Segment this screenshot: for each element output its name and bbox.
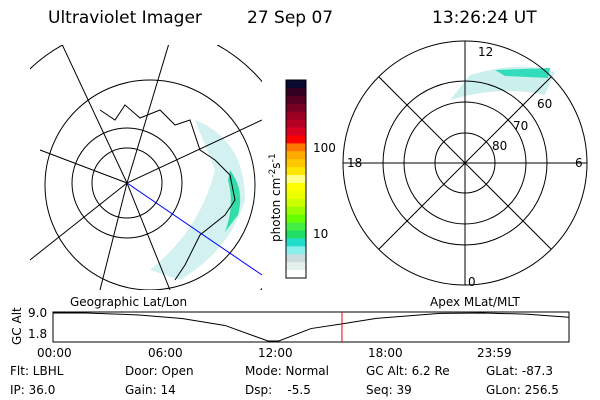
colorbar-swatch bbox=[286, 246, 306, 255]
colorbar-swatch bbox=[286, 111, 306, 121]
colorbar-swatch bbox=[286, 159, 306, 168]
colorbar-swatch bbox=[286, 230, 306, 239]
colorbar-unit: photon cm bbox=[269, 177, 283, 242]
ytick-min: 1.8 bbox=[28, 327, 48, 341]
aurora-oval-geo bbox=[150, 120, 245, 280]
mlt-6: 6 bbox=[575, 156, 583, 170]
status-door: Door: Open bbox=[125, 364, 194, 378]
status-seq: Seq: 39 bbox=[366, 383, 412, 397]
lat-60: 60 bbox=[537, 97, 553, 111]
instrument-title: Ultraviolet Imager bbox=[48, 8, 202, 28]
xtick: 18:00 bbox=[368, 346, 403, 360]
colorbar-swatch bbox=[286, 95, 306, 105]
colorbar-swatch bbox=[286, 262, 306, 271]
mlt-12: 12 bbox=[478, 45, 494, 59]
colorbar-swatch bbox=[286, 167, 306, 176]
colorbar-swatch bbox=[286, 143, 306, 152]
geographic-map bbox=[30, 45, 262, 290]
status-mode: Mode: Normal bbox=[245, 364, 329, 378]
y-axis-label: GC Alt bbox=[10, 307, 24, 345]
colorbar-swatch bbox=[286, 190, 306, 200]
colorbar-swatch bbox=[286, 214, 306, 224]
status-gain: Gain: 14 bbox=[125, 383, 176, 397]
date-label: 27 Sep 07 bbox=[247, 8, 334, 28]
xtick: 06:00 bbox=[148, 346, 183, 360]
ytick-max: 9.0 bbox=[28, 306, 48, 320]
colorbar-swatch bbox=[286, 127, 306, 136]
colorbar-exp1: -2 bbox=[268, 168, 278, 178]
colorbar-swatch bbox=[286, 80, 306, 89]
altitude-line bbox=[53, 312, 570, 342]
status-ip: IP: 36.0 bbox=[10, 383, 56, 397]
colorbar bbox=[285, 79, 307, 279]
colorbar-tick-10: 10 bbox=[313, 227, 329, 241]
colorbar-unit2: s bbox=[269, 162, 283, 169]
colorbar-swatch bbox=[286, 103, 306, 113]
lat-70: 70 bbox=[513, 119, 529, 133]
polar-plot bbox=[342, 40, 588, 286]
colorbar-swatch bbox=[286, 254, 306, 263]
colorbar-swatch bbox=[286, 135, 306, 144]
colorbar-swatch bbox=[286, 222, 306, 231]
colorbar-label: photon cm-2s-1 bbox=[268, 153, 283, 242]
xtick: 00:00 bbox=[37, 346, 72, 360]
xtick: 12:00 bbox=[258, 346, 293, 360]
colorbar-swatch bbox=[286, 270, 306, 279]
colorbar-swatch bbox=[286, 87, 306, 97]
status-glat: GLat: -87.3 bbox=[486, 364, 553, 378]
apex-label: Apex MLat/MLT bbox=[430, 295, 520, 309]
colorbar-swatch bbox=[286, 238, 306, 247]
status-gc-alt: GC Alt: 6.2 Re bbox=[366, 364, 450, 378]
time-label: 13:26:24 UT bbox=[432, 8, 537, 28]
colorbar-swatch bbox=[286, 206, 306, 216]
colorbar-frame bbox=[285, 79, 307, 279]
colorbar-swatch bbox=[286, 151, 306, 160]
status-dsp: Dsp: -5.5 bbox=[245, 383, 311, 397]
geo-label: Geographic Lat/Lon bbox=[70, 295, 188, 309]
colorbar-swatch bbox=[286, 119, 306, 129]
colorbar-swatch bbox=[286, 182, 306, 192]
status-glon: GLon: 256.5 bbox=[486, 383, 559, 397]
status-filter: Flt: LBHL bbox=[10, 364, 64, 378]
colorbar-swatch bbox=[286, 198, 306, 208]
lat-80: 80 bbox=[492, 139, 508, 153]
colorbar-exp2: -1 bbox=[268, 153, 278, 163]
colorbar-tick-100: 100 bbox=[313, 141, 336, 155]
mlt-18: 18 bbox=[347, 156, 363, 170]
altitude-timeline bbox=[52, 311, 570, 343]
colorbar-swatch bbox=[286, 175, 306, 184]
xtick: 23:59 bbox=[477, 346, 512, 360]
mlt-0: 0 bbox=[468, 275, 476, 289]
